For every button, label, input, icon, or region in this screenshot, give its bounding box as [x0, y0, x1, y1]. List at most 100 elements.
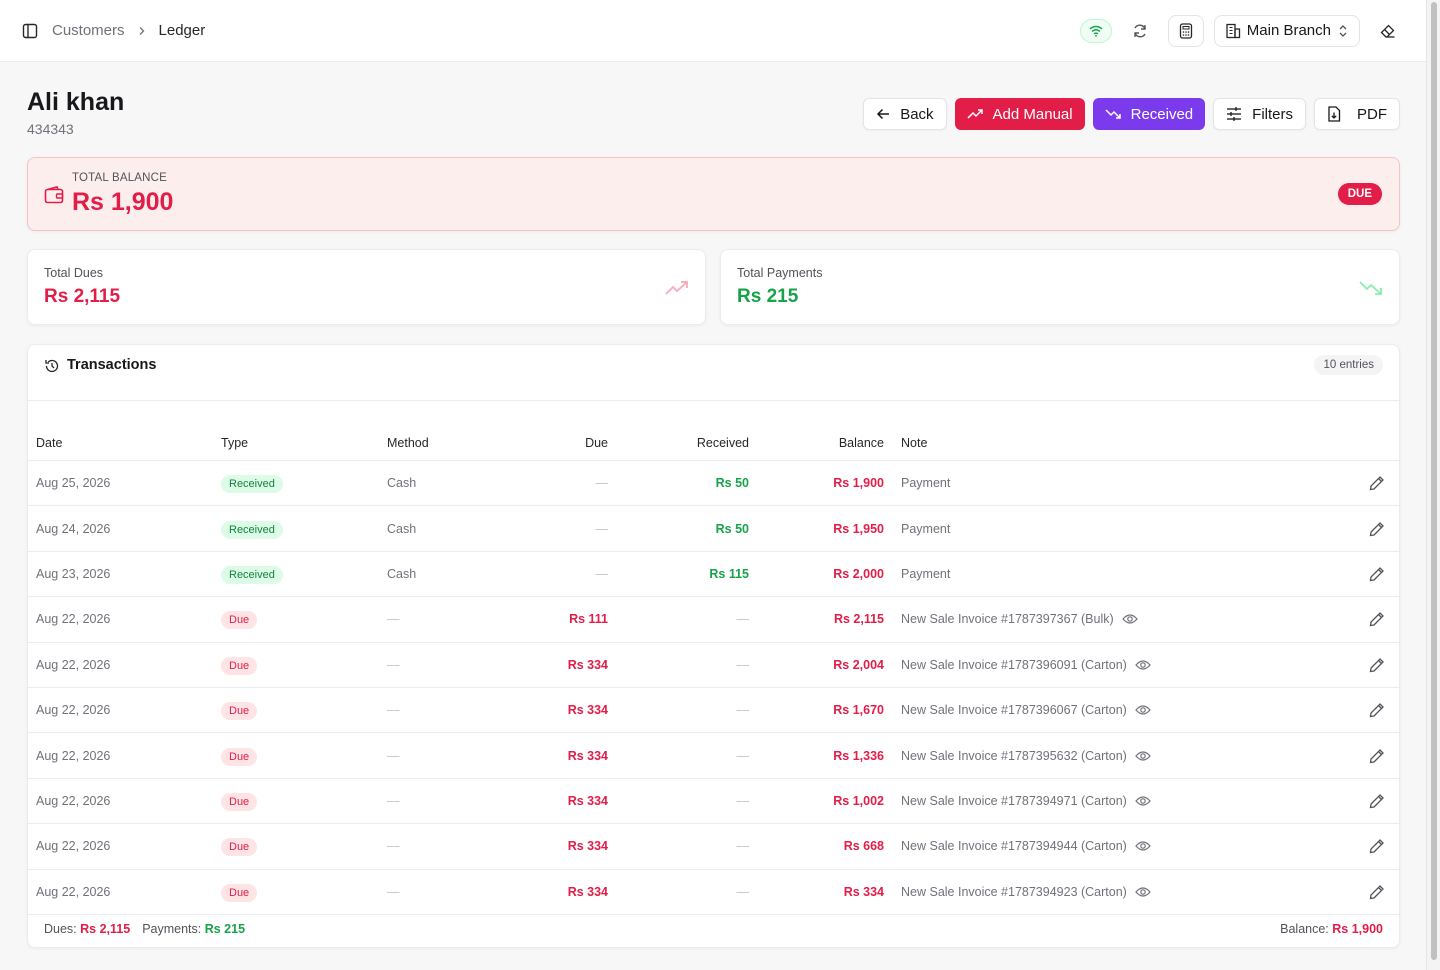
table-row: Aug 22, 2026 Due — Rs 334 — Rs 1,336 New Sale …: [28, 733, 1399, 779]
cell-date: Aug 23, 2026: [36, 566, 111, 581]
breadcrumb-customers[interactable]: Customers: [52, 22, 125, 39]
cell-method: —: [387, 612, 400, 627]
branch-selector[interactable]: Main Branch: [1213, 14, 1360, 47]
cell-date: Aug 22, 2026: [36, 703, 111, 718]
type-badge: Received: [221, 520, 283, 539]
cell-balance: Rs 2,004: [833, 657, 884, 672]
entries-badge: 10 entries: [1314, 355, 1383, 375]
cell-balance: Rs 1,950: [833, 521, 884, 536]
transactions-title: Transactions: [67, 357, 157, 373]
scrollbar-thumb[interactable]: [1431, 2, 1437, 960]
table-row: Aug 22, 2026 Due — Rs 334 — Rs 2,004 New Sale …: [28, 643, 1399, 688]
total-dues-value: Rs 2,115: [44, 286, 121, 307]
table-row: Aug 22, 2026 Due — Rs 334 — Rs 1,002 New Sale …: [28, 779, 1399, 825]
type-badge: Due: [221, 883, 258, 902]
pdf-button[interactable]: PDF: [1314, 98, 1400, 130]
sliders-icon: [1226, 106, 1242, 122]
pencil-icon[interactable]: [1369, 657, 1385, 673]
pencil-icon[interactable]: [1369, 611, 1385, 627]
pencil-icon[interactable]: [1369, 793, 1385, 809]
cell-received: —: [736, 839, 750, 854]
footer-payments-value: Rs 215: [204, 922, 246, 936]
pencil-icon[interactable]: [1369, 475, 1385, 491]
eye-icon[interactable]: [1135, 840, 1151, 852]
cell-balance: Rs 2,000: [833, 566, 884, 581]
cell-date: Aug 22, 2026: [36, 748, 111, 763]
col-date: Date: [36, 435, 63, 450]
cell-method: Cash: [387, 566, 417, 581]
table-footer: Dues: Rs 2,115 Payments: Rs 215 Balance:…: [28, 913, 1399, 947]
eye-icon[interactable]: [1135, 659, 1151, 671]
cell-due: Rs 334: [567, 839, 608, 854]
cell-method: —: [387, 657, 400, 672]
cell-note: New Sale Invoice #1787394971 (Carton): [901, 793, 1127, 808]
cell-note: New Sale Invoice #1787395632 (Carton): [901, 748, 1127, 763]
eye-icon[interactable]: [1135, 750, 1151, 762]
table-row: Aug 24, 2026 Received Cash — Rs 50 Rs 1,950 Pa…: [28, 506, 1399, 552]
cell-due: Rs 111: [569, 612, 608, 627]
total-balance-label: TOTAL BALANCE: [72, 172, 168, 184]
pencil-icon[interactable]: [1369, 702, 1385, 718]
pencil-icon[interactable]: [1369, 521, 1385, 537]
branch-name: Main Branch: [1246, 22, 1331, 39]
cell-received: Rs 50: [715, 521, 749, 536]
add-manual-label: Add Manual: [992, 105, 1073, 123]
history-icon: [44, 358, 60, 374]
cell-method: —: [387, 839, 400, 854]
table-row: Aug 22, 2026 Due — Rs 334 — Rs 668 New Sale In…: [28, 824, 1399, 870]
cell-due: Rs 334: [567, 657, 608, 672]
eye-icon[interactable]: [1121, 613, 1138, 625]
table-row: Aug 22, 2026 Due — Rs 334 — Rs 1,670 New Sale …: [28, 688, 1399, 734]
add-manual-button[interactable]: Add Manual: [954, 98, 1085, 130]
cell-method: —: [387, 748, 400, 763]
cell-due: —: [595, 476, 609, 491]
col-balance: Balance: [838, 435, 884, 450]
pencil-icon[interactable]: [1369, 566, 1385, 582]
arrow-left-icon: [876, 107, 890, 121]
trending-down-icon: [1359, 280, 1383, 296]
calculator-icon[interactable]: [1167, 14, 1204, 47]
cell-received: Rs 50: [715, 476, 749, 491]
action-bar: Back Add Manual Received Filters PDF: [863, 98, 1400, 130]
col-note: Note: [901, 435, 928, 450]
cell-received: —: [736, 612, 750, 627]
table-row: Aug 25, 2026 Received Cash — Rs 50 Rs 1,900 Pa…: [28, 461, 1399, 507]
cell-date: Aug 22, 2026: [36, 657, 111, 672]
file-download-icon: [1327, 106, 1341, 122]
type-badge: Due: [221, 838, 258, 857]
total-balance-card: TOTAL BALANCE Rs 1,900 DUE: [27, 157, 1400, 231]
cell-method: Cash: [387, 476, 417, 491]
cell-date: Aug 24, 2026: [36, 521, 111, 536]
back-button[interactable]: Back: [863, 98, 947, 130]
cell-received: —: [736, 793, 750, 808]
wifi-icon[interactable]: [1079, 18, 1112, 43]
eye-icon[interactable]: [1135, 795, 1151, 807]
table-row: Aug 22, 2026 Due — Rs 111 — Rs 2,115 New Sale …: [28, 597, 1399, 643]
scrollbar[interactable]: [1426, 0, 1440, 970]
cell-method: —: [387, 793, 400, 808]
breadcrumb: Customers Ledger: [20, 15, 205, 47]
cell-note: New Sale Invoice #1787396091 (Carton): [901, 657, 1127, 672]
cell-note: New Sale Invoice #1787396067 (Carton): [901, 703, 1127, 718]
refresh-icon[interactable]: [1122, 15, 1158, 47]
pencil-icon[interactable]: [1369, 838, 1385, 854]
cell-received: —: [736, 748, 750, 763]
col-method: Method: [387, 435, 429, 450]
cell-received: —: [736, 703, 750, 718]
cell-balance: Rs 1,002: [833, 793, 884, 808]
total-payments-value: Rs 215: [737, 286, 799, 307]
cell-note: New Sale Invoice #1787394923 (Carton): [901, 884, 1127, 899]
pencil-icon[interactable]: [1369, 748, 1385, 764]
cell-due: Rs 334: [567, 748, 608, 763]
sidebar-toggle-icon[interactable]: [20, 15, 40, 47]
eraser-icon[interactable]: [1370, 15, 1406, 47]
table-header: Date Type Method Due Received Balance No…: [28, 425, 1399, 461]
type-badge: Due: [221, 611, 258, 630]
cell-received: —: [736, 884, 750, 899]
cell-received: —: [736, 657, 750, 672]
received-button[interactable]: Received: [1092, 98, 1206, 130]
eye-icon[interactable]: [1135, 704, 1151, 716]
pencil-icon[interactable]: [1369, 884, 1385, 900]
filters-button[interactable]: Filters: [1213, 98, 1306, 130]
eye-icon[interactable]: [1135, 886, 1151, 898]
